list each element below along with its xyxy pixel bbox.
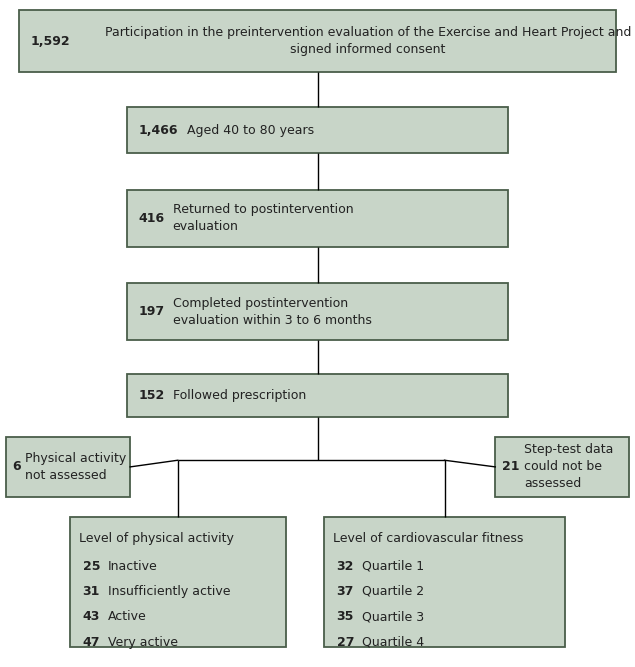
FancyBboxPatch shape xyxy=(70,517,286,647)
Text: Step-test data
could not be
assessed: Step-test data could not be assessed xyxy=(524,444,613,490)
FancyBboxPatch shape xyxy=(127,190,508,247)
Text: 32: 32 xyxy=(337,560,354,572)
FancyBboxPatch shape xyxy=(495,437,629,497)
Text: Very active: Very active xyxy=(108,636,178,648)
Text: 21: 21 xyxy=(502,460,519,474)
Text: 1,466: 1,466 xyxy=(138,123,178,137)
Text: 31: 31 xyxy=(83,585,100,598)
Text: 25: 25 xyxy=(83,560,100,572)
Text: Completed postintervention
evaluation within 3 to 6 months: Completed postintervention evaluation wi… xyxy=(173,297,371,327)
Text: Active: Active xyxy=(108,610,147,623)
Text: Inactive: Inactive xyxy=(108,560,157,572)
Text: 152: 152 xyxy=(138,389,164,402)
Text: Quartile 4: Quartile 4 xyxy=(362,636,424,648)
Text: Physical activity
not assessed: Physical activity not assessed xyxy=(25,452,126,482)
Text: Returned to postintervention
evaluation: Returned to postintervention evaluation xyxy=(173,203,353,233)
Text: Followed prescription: Followed prescription xyxy=(173,389,306,402)
Text: Level of physical activity: Level of physical activity xyxy=(79,532,234,544)
Text: Quartile 2: Quartile 2 xyxy=(362,585,424,598)
Text: Quartile 3: Quartile 3 xyxy=(362,610,424,623)
Text: 1,592: 1,592 xyxy=(30,35,70,47)
FancyBboxPatch shape xyxy=(324,517,565,647)
Text: Level of cardiovascular fitness: Level of cardiovascular fitness xyxy=(333,532,524,544)
Text: Quartile 1: Quartile 1 xyxy=(362,560,424,572)
FancyBboxPatch shape xyxy=(127,283,508,340)
Text: 416: 416 xyxy=(138,212,164,225)
Text: Aged 40 to 80 years: Aged 40 to 80 years xyxy=(187,123,314,137)
Text: 197: 197 xyxy=(138,305,164,318)
Text: 37: 37 xyxy=(337,585,354,598)
FancyBboxPatch shape xyxy=(19,10,616,72)
Text: 6: 6 xyxy=(13,460,22,474)
Text: 43: 43 xyxy=(83,610,100,623)
FancyBboxPatch shape xyxy=(127,107,508,153)
Text: 27: 27 xyxy=(337,636,354,648)
FancyBboxPatch shape xyxy=(127,374,508,417)
Text: Participation in the preintervention evaluation of the Exercise and Heart Projec: Participation in the preintervention eva… xyxy=(105,26,631,56)
FancyBboxPatch shape xyxy=(6,437,130,497)
Text: 47: 47 xyxy=(83,636,100,648)
Text: Insufficiently active: Insufficiently active xyxy=(108,585,231,598)
Text: 35: 35 xyxy=(337,610,354,623)
